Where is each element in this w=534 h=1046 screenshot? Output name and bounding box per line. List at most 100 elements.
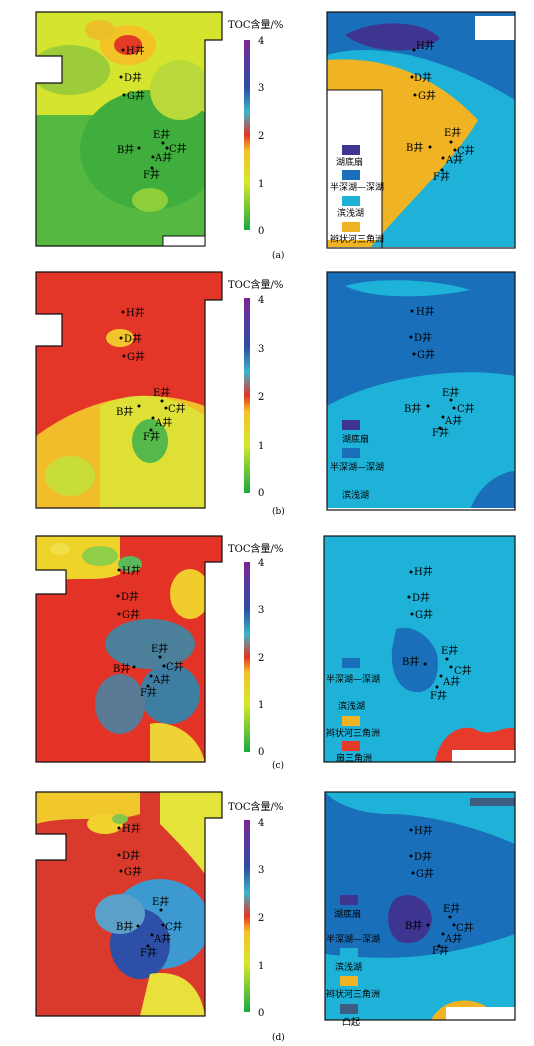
wells-2: G井 — [415, 608, 433, 621]
colorbar-title: TOC含量/% — [228, 542, 283, 555]
wells-right-d: H井 D井 G井 E井 B井 C井 A井 F井 — [405, 824, 474, 957]
colorbar-ticks-1: 3 — [258, 865, 264, 876]
wells-0: H井 — [416, 39, 435, 52]
colorbar-ticks-0: 4 — [258, 295, 264, 306]
wells-left-c: H井 D井 G井 E井 B井 C井 A井 F井 — [113, 564, 184, 699]
panel-d-svg: H井 D井 G井 E井 B井 C井 A井 F井 TOC含量/% 4 3 2 1 … — [35, 791, 516, 1043]
wells-3: E井 — [441, 644, 458, 657]
wells-0: H井 — [416, 305, 435, 318]
caption-b: (b) — [272, 506, 285, 517]
wells-3: E井 — [443, 902, 460, 915]
colorbar-ticks-0: 4 — [258, 36, 264, 47]
wells-5: C井 — [457, 402, 475, 415]
colorbar-title: TOC含量/% — [228, 278, 283, 291]
colorbar — [244, 820, 250, 1012]
wells-1: D井 — [412, 591, 430, 604]
panels-3-legend-4: 凸起 — [342, 1017, 360, 1028]
colorbar-ticks-4: 0 — [258, 747, 264, 758]
wells-2: G井 — [127, 350, 145, 363]
wells-7: F井 — [432, 944, 449, 957]
colorbar-ticks-3: 1 — [258, 179, 264, 190]
wells-5: C井 — [165, 920, 183, 933]
panel-b-svg: H井 D井 G井 E井 B井 C井 A井 F井 TOC含量/% 4 3 2 1 … — [35, 271, 516, 517]
colorbar-ticks-2: 2 — [258, 913, 264, 924]
colorbar-ticks-3: 1 — [258, 961, 264, 972]
colorbar-ticks-3: 1 — [258, 441, 264, 452]
panels-1-legend-2: 滨浅湖 — [342, 489, 369, 501]
wells-1: D井 — [124, 332, 142, 345]
wells-4: B井 — [116, 920, 133, 933]
wells-2: G井 — [417, 348, 435, 361]
colorbar — [244, 298, 250, 493]
colorbar-ticks: 4 3 2 1 0 — [258, 36, 264, 237]
panels-2-legend-2: 辫状河三角洲 — [326, 727, 380, 739]
wells-1: D井 — [414, 71, 432, 84]
wells-6: A井 — [154, 416, 172, 429]
wells-5: C井 — [166, 660, 184, 673]
wells-5: C井 — [454, 664, 472, 677]
colorbar-ticks-0: 4 — [258, 558, 264, 569]
legend-a: 湖底扇 半深湖—深湖 滨浅湖 辫状河三角洲 — [330, 145, 384, 245]
colorbar-ticks-3: 1 — [258, 700, 264, 711]
caption-d: (d) — [272, 1032, 285, 1043]
wells-4: B井 — [402, 655, 419, 668]
wells-7: F井 — [140, 946, 157, 959]
panels-0-legend-3: 辫状河三角洲 — [330, 233, 384, 245]
wells-3: E井 — [444, 126, 461, 139]
wells-right-c: H井 D井 G井 E井 B井 C井 A井 F井 — [402, 565, 472, 702]
panels-3-legend-2: 滨浅湖 — [335, 961, 362, 973]
panels-1-legend-0: 湖底扇 — [342, 433, 369, 445]
well-label: C井 — [169, 142, 187, 155]
panels-0-legend-0: 湖底扇 — [336, 156, 363, 168]
colorbar — [244, 40, 250, 230]
wells-0: H井 — [122, 822, 141, 835]
panel-c: H井 D井 G井 E井 B井 C井 A井 F井 TOC含量/% 4 3 2 1 … — [0, 524, 534, 771]
legend-d: 湖底扇 半深湖—深湖 滨浅湖 辫状河三角洲 凸起 — [326, 895, 380, 1028]
well-label: H井 — [126, 44, 145, 57]
panel-a-svg: H井 D井 G井 E井 B井 C井 A井 F井 TOC含量/% 4 3 2 1 … — [35, 11, 516, 261]
well-label: F井 — [143, 168, 160, 181]
wells-5: C井 — [457, 144, 475, 157]
wells-4: B井 — [404, 402, 421, 415]
wells-0: H井 — [414, 824, 433, 837]
colorbar-title: TOC含量/% — [228, 18, 283, 31]
toc-map-a — [36, 12, 222, 246]
wells-2: G井 — [416, 867, 434, 880]
panel-c-svg: H井 D井 G井 E井 B井 C井 A井 F井 TOC含量/% 4 3 2 1 … — [35, 535, 516, 771]
wells-4: B井 — [116, 405, 133, 418]
colorbar-ticks-1: 3 — [258, 605, 264, 616]
wells-5: C井 — [456, 921, 474, 934]
panel-d: H井 D井 G井 E井 B井 C井 A井 F井 TOC含量/% 4 3 2 1 … — [0, 784, 534, 1046]
wells-right-a: H井 D井 G井 E井 B井 C井 A井 F井 — [406, 39, 475, 183]
facies-map-d — [325, 792, 515, 1020]
colorbar-ticks-4: 0 — [258, 488, 264, 499]
colorbar-ticks-1: 3 — [258, 344, 264, 355]
wells-6: A井 — [445, 153, 463, 166]
facies-map-a — [327, 12, 515, 247]
colorbar-ticks: 4 3 2 1 0 — [258, 558, 264, 758]
well-label: G井 — [127, 89, 145, 102]
legend-b: 湖底扇 半深湖—深湖 滨浅湖 — [330, 420, 384, 501]
colorbar — [244, 562, 250, 752]
well-label: B井 — [117, 143, 134, 156]
colorbar-ticks-4: 0 — [258, 1008, 264, 1019]
well-label: E井 — [153, 128, 170, 141]
wells-2: G井 — [122, 608, 140, 621]
panels-3-legend-3: 辫状河三角洲 — [326, 988, 380, 1000]
panels-3-legend-0: 湖底扇 — [334, 908, 361, 920]
panels-2-legend-0: 半深湖—深湖 — [326, 673, 380, 685]
wells-right-b: H井 D井 G井 E井 B井 C井 A井 F井 — [404, 305, 475, 439]
wells-4: B井 — [113, 662, 130, 675]
wells-3: E井 — [153, 386, 170, 399]
wells-6: A井 — [152, 673, 170, 686]
wells-2: G井 — [124, 865, 142, 878]
panels-2-legend-1: 滨浅湖 — [338, 700, 365, 712]
wells-left-d: H井 D井 G井 E井 B井 C井 A井 F井 — [116, 822, 183, 959]
colorbar-ticks-4: 0 — [258, 226, 264, 237]
wells-0: H井 — [122, 564, 141, 577]
wells-7: F井 — [430, 689, 447, 702]
toc-map-b — [36, 272, 222, 508]
panels-2-legend-3: 扇三角洲 — [336, 752, 372, 764]
colorbar-ticks-2: 2 — [258, 392, 264, 403]
wells-2: G井 — [418, 89, 436, 102]
